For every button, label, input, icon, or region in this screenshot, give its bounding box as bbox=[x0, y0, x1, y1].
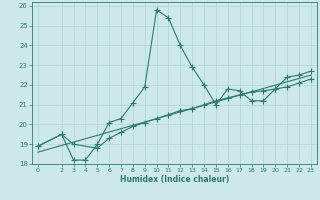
X-axis label: Humidex (Indice chaleur): Humidex (Indice chaleur) bbox=[120, 175, 229, 184]
